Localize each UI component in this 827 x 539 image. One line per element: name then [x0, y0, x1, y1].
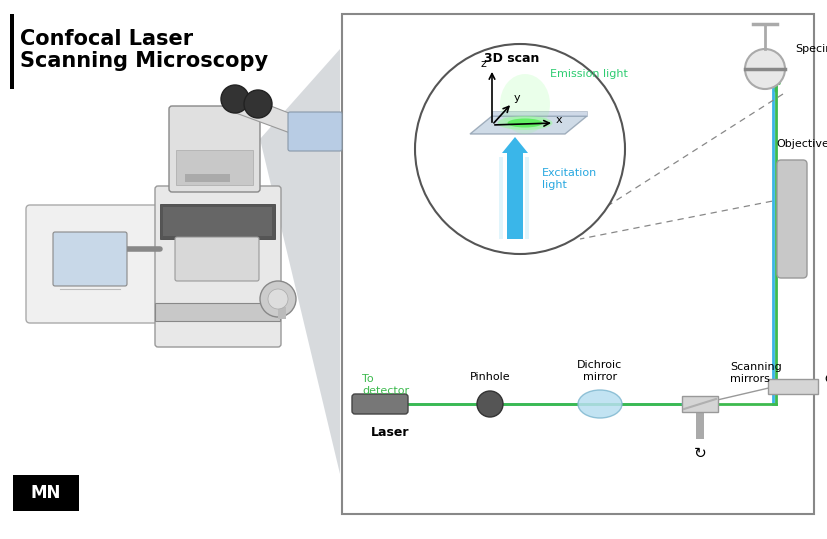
FancyArrow shape	[501, 137, 528, 239]
Text: y: y	[514, 93, 520, 103]
Text: ↺: ↺	[822, 371, 827, 386]
FancyBboxPatch shape	[155, 303, 280, 321]
Polygon shape	[225, 94, 330, 144]
FancyBboxPatch shape	[776, 160, 806, 278]
Ellipse shape	[500, 74, 549, 134]
Circle shape	[744, 49, 784, 89]
Text: Pinhole: Pinhole	[469, 372, 509, 382]
Polygon shape	[260, 49, 340, 474]
Text: Confocal Laser: Confocal Laser	[20, 29, 193, 49]
Circle shape	[244, 90, 272, 118]
Text: x: x	[555, 115, 562, 125]
Text: Excitation
light: Excitation light	[542, 168, 596, 190]
Ellipse shape	[577, 390, 621, 418]
Circle shape	[260, 281, 295, 317]
FancyBboxPatch shape	[174, 237, 259, 281]
Text: z: z	[480, 59, 485, 69]
Polygon shape	[767, 379, 817, 394]
FancyBboxPatch shape	[26, 205, 164, 323]
Bar	[696, 412, 703, 439]
Ellipse shape	[507, 119, 542, 128]
Circle shape	[268, 289, 288, 309]
Circle shape	[414, 44, 624, 254]
Text: MN: MN	[31, 484, 61, 502]
Bar	[10, 14, 14, 89]
FancyBboxPatch shape	[13, 475, 79, 511]
FancyBboxPatch shape	[169, 106, 260, 192]
FancyBboxPatch shape	[176, 150, 253, 185]
Ellipse shape	[497, 116, 552, 130]
Bar	[278, 307, 285, 319]
FancyArrow shape	[524, 157, 528, 239]
FancyBboxPatch shape	[163, 207, 272, 236]
Polygon shape	[491, 111, 586, 116]
Text: ↻: ↻	[693, 446, 705, 461]
Text: Scanning
mirrors: Scanning mirrors	[729, 362, 781, 384]
Text: To
detector: To detector	[361, 375, 409, 396]
Text: Objective: Objective	[775, 139, 827, 149]
Text: Specimen: Specimen	[794, 44, 827, 54]
FancyBboxPatch shape	[160, 204, 275, 239]
Bar	[184, 174, 230, 182]
FancyBboxPatch shape	[351, 394, 408, 414]
Polygon shape	[470, 116, 586, 134]
FancyBboxPatch shape	[155, 186, 280, 347]
FancyBboxPatch shape	[342, 14, 813, 514]
Text: Dichroic
mirror: Dichroic mirror	[576, 361, 622, 382]
Text: Scanning Microscopy: Scanning Microscopy	[20, 51, 268, 71]
Circle shape	[221, 85, 249, 113]
Bar	[0, 0, 340, 539]
Circle shape	[476, 391, 502, 417]
FancyBboxPatch shape	[288, 112, 342, 151]
Text: 3D scan: 3D scan	[484, 52, 539, 65]
FancyArrow shape	[499, 157, 502, 239]
Polygon shape	[681, 396, 717, 412]
Text: Laser: Laser	[370, 426, 409, 439]
FancyBboxPatch shape	[53, 232, 127, 286]
Text: Emission light: Emission light	[549, 69, 627, 79]
